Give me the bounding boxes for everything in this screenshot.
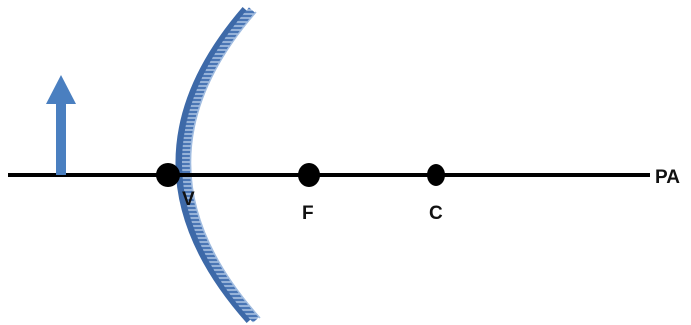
focus-point — [298, 163, 320, 187]
mirror-back-surface — [175, 7, 254, 323]
vertex-point — [156, 163, 180, 187]
center-point — [427, 164, 445, 186]
principal-axis-label: PA — [655, 167, 680, 188]
object-arrow-head — [46, 75, 76, 104]
vertex-label: V — [182, 189, 195, 210]
object-arrow-shaft — [56, 100, 66, 175]
center-label: C — [429, 203, 443, 224]
focus-label: F — [302, 203, 314, 224]
mirror-hatched-surface — [182, 7, 259, 323]
mirror-front-edge — [189, 11, 261, 319]
up-arrow-icon — [46, 75, 76, 175]
concave-mirror-icon — [175, 7, 261, 323]
